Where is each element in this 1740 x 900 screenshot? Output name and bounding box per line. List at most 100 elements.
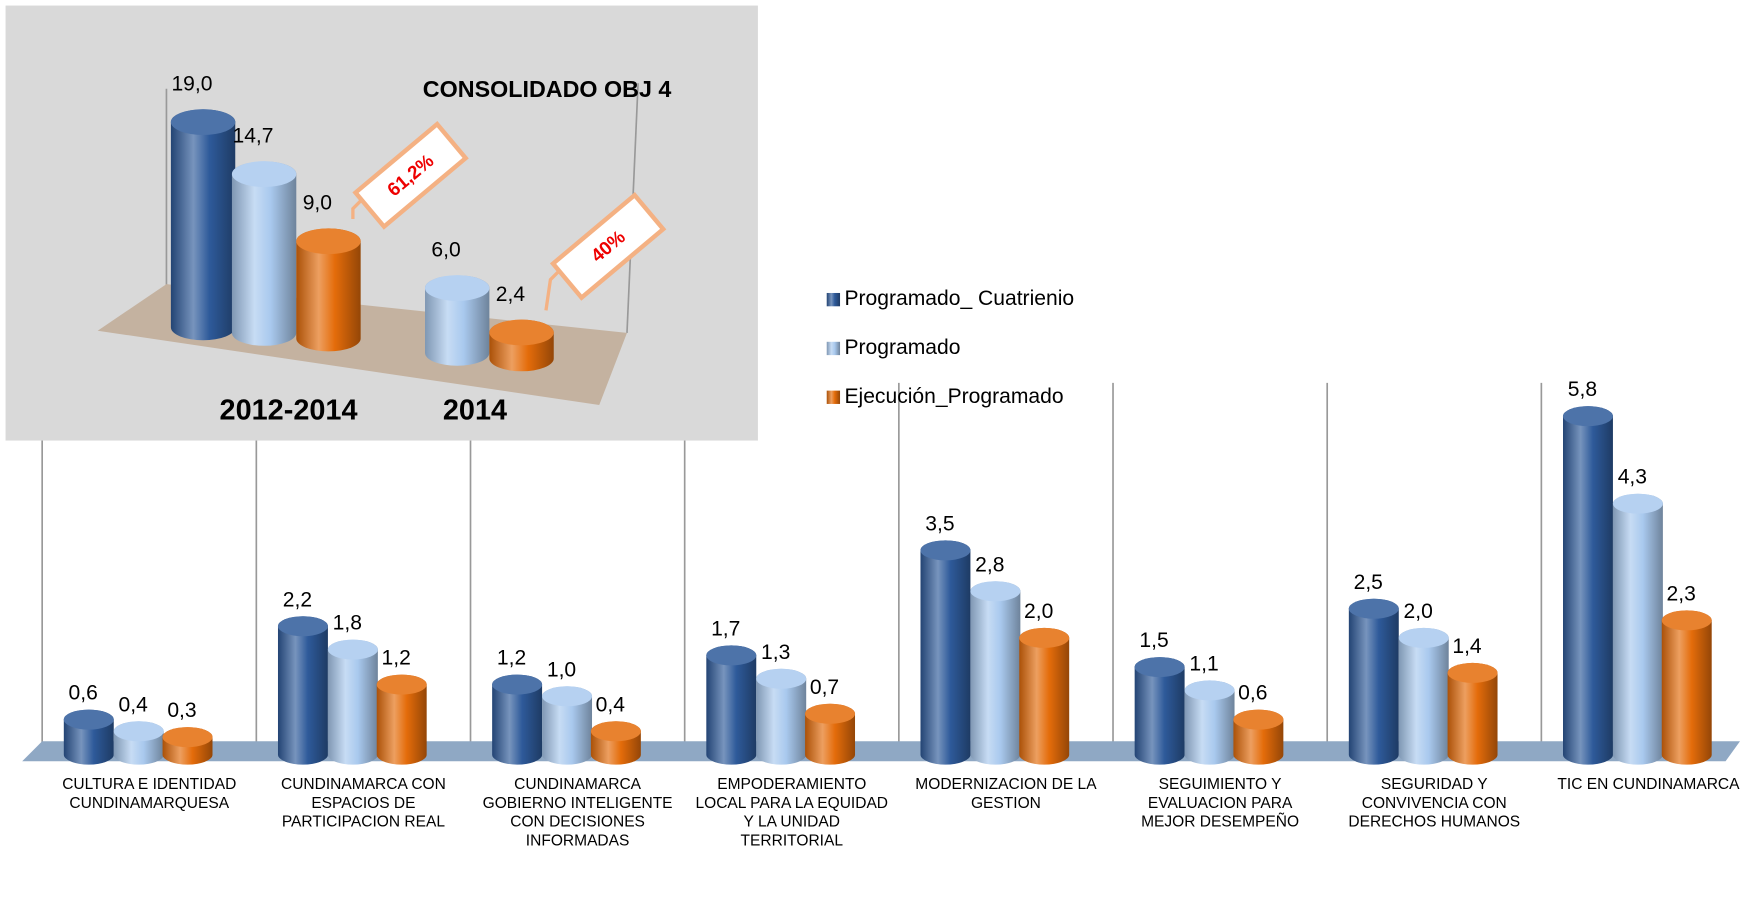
annotation-box <box>352 120 469 230</box>
bar-cap <box>590 721 641 742</box>
data-label: 4,3 <box>1618 466 1647 489</box>
bar <box>1563 406 1613 765</box>
bar-cap <box>1398 627 1449 648</box>
data-label: 1,5 <box>1139 629 1168 652</box>
bar-cap <box>170 109 236 135</box>
category-label: EMPODERAMIENTO LOCAL PARA LA EQUIDAD Y L… <box>695 774 889 849</box>
bar <box>756 668 807 765</box>
bar-cap <box>492 674 543 695</box>
data-label: 2,4 <box>496 283 526 306</box>
bar-cap <box>920 540 971 561</box>
bar <box>1661 610 1712 765</box>
data-label: 0,3 <box>167 699 196 722</box>
legend-label: Programado <box>844 336 960 359</box>
inset-category-label: 2014 <box>443 394 507 426</box>
data-label: 2,0 <box>1404 600 1433 623</box>
bar <box>492 674 543 765</box>
bar <box>706 645 757 765</box>
category-label-box: CUNDINAMARCA GOBIERNO INTELIGENTE CON DE… <box>482 774 673 849</box>
data-label: 1,2 <box>382 647 411 670</box>
data-label: 1,4 <box>1452 635 1482 658</box>
category-label: CUNDINAMARCA CON ESPACIOS DE PARTICIPACI… <box>280 774 446 831</box>
data-label: 6,0 <box>431 238 460 261</box>
category-label: MODERNIZACION DE LA GESTION <box>915 774 1097 812</box>
bar <box>1348 598 1399 765</box>
bar-cap <box>277 616 328 637</box>
floor <box>22 741 1740 762</box>
data-label: 1,3 <box>761 641 790 664</box>
data-label: 0,4 <box>119 693 149 716</box>
bar <box>170 109 236 341</box>
category-label: SEGUIMIENTO Y EVALUACION PARA MEJOR DESE… <box>1141 774 1300 831</box>
bar <box>1134 657 1185 765</box>
category-label-box: SEGURIDAD Y CONVIVENCIA CON DERECHOS HUM… <box>1348 774 1521 831</box>
category-label: CULTURA E IDENTIDAD CUNDINAMARQUESA <box>62 774 237 812</box>
bar <box>1184 680 1235 765</box>
bar <box>1447 662 1498 765</box>
category-label-box: EMPODERAMIENTO LOCAL PARA LA EQUIDAD Y L… <box>695 774 889 849</box>
bar <box>1019 627 1070 765</box>
data-label: 9,0 <box>303 192 332 215</box>
bar <box>231 161 297 346</box>
legend-swatch <box>826 341 841 356</box>
legend-label: Ejecución_Programado <box>844 385 1063 408</box>
bar-cap <box>489 319 554 346</box>
bar-cap <box>1019 627 1070 648</box>
inset-title: CONSOLIDADO OBJ 4 <box>423 76 672 102</box>
bar-cap <box>327 639 378 660</box>
bar-cap <box>425 275 490 301</box>
data-label: 2,8 <box>975 553 1004 576</box>
bar-cap <box>1661 610 1712 631</box>
bar <box>542 686 593 765</box>
bar-cap <box>376 674 427 695</box>
bar-cap <box>1134 657 1185 678</box>
legend-swatch <box>826 390 841 404</box>
bar <box>920 540 971 765</box>
bar-cap <box>63 709 114 730</box>
bar-cap <box>1348 598 1399 619</box>
bar-cap <box>1563 406 1613 427</box>
bar <box>376 674 427 765</box>
bar-cap <box>706 645 757 666</box>
category-label-box: CUNDINAMARCA CON ESPACIOS DE PARTICIPACI… <box>280 774 446 831</box>
category-label-box: SEGUIMIENTO Y EVALUACION PARA MEJOR DESE… <box>1141 774 1300 831</box>
data-label: 1,8 <box>333 612 362 635</box>
bar <box>296 228 361 352</box>
category-label: CUNDINAMARCA GOBIERNO INTELIGENTE CON DE… <box>482 774 673 849</box>
bar-cap <box>113 721 164 742</box>
bar <box>1398 627 1449 765</box>
category-label-box: MODERNIZACION DE LA GESTION <box>915 774 1097 812</box>
bar-cap <box>1184 680 1235 701</box>
bar <box>970 581 1021 765</box>
data-label: 14,7 <box>232 124 273 147</box>
bar-cap <box>1233 709 1284 730</box>
annotation-box <box>549 192 667 301</box>
bar-cap <box>542 686 593 707</box>
data-label: 1,7 <box>711 617 740 640</box>
bar <box>327 639 378 765</box>
bar-cap <box>231 161 297 187</box>
bar <box>277 616 328 765</box>
legend-label: Programado_ Cuatrienio <box>844 287 1074 310</box>
data-label: 2,5 <box>1354 571 1383 594</box>
annotation: 40% <box>549 192 667 301</box>
data-label: 0,7 <box>810 676 839 699</box>
category-label-box: TIC EN CUNDINAMARCA <box>1557 774 1740 793</box>
bar-cap <box>805 703 856 724</box>
data-label: 2,0 <box>1024 600 1053 623</box>
data-label: 1,2 <box>497 647 526 670</box>
data-label: 1,1 <box>1189 652 1218 675</box>
bar-cap <box>162 727 213 748</box>
bar-cap <box>1447 662 1498 683</box>
category-label: SEGURIDAD Y CONVIVENCIA CON DERECHOS HUM… <box>1348 774 1521 831</box>
data-label: 2,3 <box>1667 582 1696 605</box>
bar-cap <box>756 668 807 689</box>
data-label: 19,0 <box>171 72 212 95</box>
data-label: 5,8 <box>1568 378 1597 401</box>
data-label: 2,2 <box>283 588 312 611</box>
category-label: TIC EN CUNDINAMARCA <box>1557 774 1740 793</box>
bar-cap <box>296 228 361 255</box>
data-label: 0,6 <box>69 682 98 705</box>
